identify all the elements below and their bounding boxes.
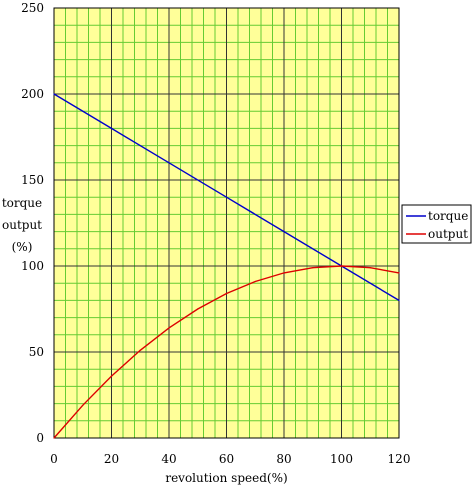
x-tick-label: 120 bbox=[388, 452, 411, 466]
data-point-torque bbox=[398, 299, 400, 301]
y-tick-label: 200 bbox=[21, 87, 44, 101]
data-point-output bbox=[340, 265, 343, 267]
y-tick-label: 50 bbox=[29, 345, 44, 359]
data-point-output bbox=[254, 280, 256, 283]
data-point-torque bbox=[110, 127, 113, 129]
x-tick-label: 0 bbox=[50, 452, 58, 466]
data-point-output bbox=[53, 437, 55, 439]
data-point-torque bbox=[225, 196, 228, 198]
data-point-output bbox=[197, 308, 199, 310]
legend-label-torque: torque bbox=[428, 209, 468, 223]
x-tick-label: 100 bbox=[330, 452, 353, 466]
x-tick-label: 40 bbox=[161, 452, 176, 466]
legend-label-output: output bbox=[428, 227, 468, 241]
data-point-output bbox=[398, 272, 400, 274]
data-point-output bbox=[168, 327, 170, 329]
data-point-output bbox=[369, 267, 371, 269]
y-tick-label: 250 bbox=[21, 1, 44, 15]
data-point-output bbox=[283, 272, 285, 274]
y-axis-label-line: output bbox=[2, 218, 42, 232]
data-point-output bbox=[225, 292, 228, 295]
data-point-torque bbox=[283, 231, 285, 233]
data-point-torque bbox=[53, 93, 55, 95]
data-point-output bbox=[139, 349, 141, 351]
x-axis-label: revolution speed(%) bbox=[165, 471, 287, 485]
x-tick-label: 20 bbox=[104, 452, 119, 466]
data-point-torque bbox=[168, 162, 170, 164]
y-axis-label-line: torque bbox=[2, 196, 42, 210]
x-tick-label: 60 bbox=[219, 452, 234, 466]
y-tick-label: 100 bbox=[21, 259, 44, 273]
legend-box bbox=[401, 204, 472, 244]
y-tick-label: 0 bbox=[36, 431, 44, 445]
data-point-output bbox=[110, 375, 113, 377]
plot-border bbox=[53, 7, 400, 439]
data-point-output bbox=[312, 267, 314, 269]
y-axis-label-line: (%) bbox=[12, 240, 33, 254]
y-tick-label: 150 bbox=[21, 173, 44, 187]
x-tick-label: 80 bbox=[276, 452, 291, 466]
data-point-output bbox=[82, 404, 84, 406]
